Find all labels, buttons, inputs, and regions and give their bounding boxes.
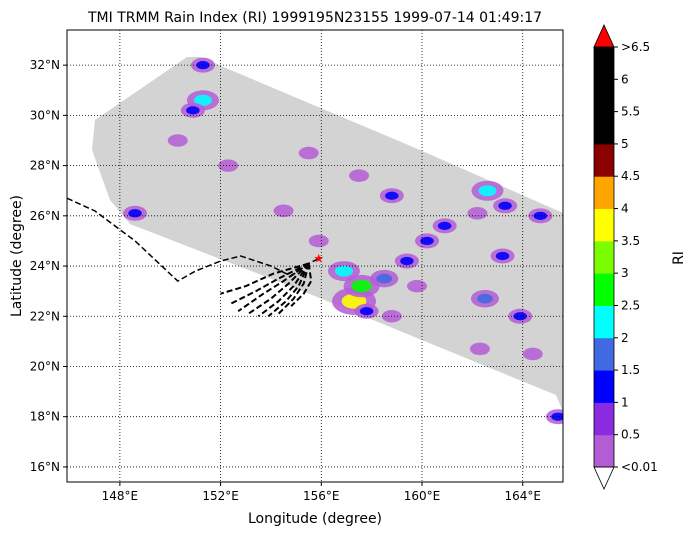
colorbar-segment [594, 111, 614, 145]
rain-cell-core [498, 201, 512, 210]
colorbar-tick-label: <0.01 [621, 460, 658, 474]
rain-cell-core [385, 191, 399, 200]
colorbar-frame [593, 46, 615, 468]
y-tick-label: 20°N [30, 359, 60, 373]
rain-cell-core [193, 94, 212, 106]
x-tick-label: 152°E [202, 489, 239, 503]
colorbar-segment [594, 402, 614, 436]
x-tick-label: 156°E [303, 489, 340, 503]
y-tick-label: 24°N [30, 259, 60, 273]
track-line [67, 197, 320, 283]
rain-cell-halo [218, 159, 239, 172]
x-axis-ticks: 148°E 152°E 156°E 160°E 164°E [102, 482, 541, 503]
colorbar-tick-label: 0.5 [621, 428, 640, 442]
colorbar-segment [594, 240, 614, 274]
rain-cells [122, 57, 563, 425]
colorbar-tick-label: >6.5 [621, 40, 650, 54]
rain-cell-halo [298, 146, 319, 160]
rain-cell-halo [167, 134, 188, 147]
storm-track [67, 197, 320, 318]
track-ensemble-line [277, 263, 310, 315]
rain-cell-halo [467, 207, 488, 220]
rain-cell-core [477, 293, 493, 304]
colorbar-extend-low [593, 466, 615, 490]
rain-cell-halo [522, 347, 543, 361]
colorbar-extend-high [593, 24, 615, 48]
colorbar-label: RI [671, 251, 687, 265]
rain-cell-core [478, 185, 497, 197]
y-tick-label: 32°N [30, 58, 60, 72]
rain-cell-core [376, 273, 393, 284]
track-ensemble-line [247, 262, 310, 315]
colorbar-segment [594, 143, 614, 177]
rain-cell-halo [308, 234, 329, 248]
colorbar-tick-label: 4 [621, 202, 629, 216]
y-tick-label: 30°N [30, 108, 60, 122]
colorbar-tick-label: 1 [621, 395, 629, 409]
colorbar-segment [594, 47, 614, 80]
rain-cell-core [533, 211, 548, 220]
colorbar: <0.01 0.5 1 1.5 2 2.5 3 3.5 4 4.5 5 5.5 6 >6.5 [593, 24, 658, 490]
track-ensemble-line [267, 263, 310, 318]
axes-frame [66, 29, 564, 483]
x-axis-label: Longitude (degree) [248, 511, 382, 527]
x-tick-label: 148°E [102, 489, 139, 503]
rain-cell-core [420, 236, 434, 246]
rain-cell-halo [349, 169, 370, 182]
rain-cell-core [334, 265, 353, 277]
map-axes: ★ 148°E 152°E 156°E 160°E 164°E 16°N 18°N 20°N… [30, 29, 564, 503]
tmi-swath [92, 57, 563, 412]
colorbar-tick-label: 5 [621, 137, 629, 151]
colorbar-tick-label: 4.5 [621, 169, 640, 183]
colorbar-tick-label: 6 [621, 72, 629, 86]
colorbar-tick-label: 2.5 [621, 298, 640, 312]
track-ensemble-line [220, 262, 309, 295]
rain-cell-core [359, 307, 374, 316]
map-grid [67, 30, 563, 482]
track-ensemble-line [290, 263, 313, 307]
y-tick-label: 16°N [30, 460, 60, 474]
y-tick-label: 18°N [30, 410, 60, 424]
rain-cell-core [351, 279, 372, 293]
rain-cell-core [495, 251, 510, 261]
colorbar-tick-label: 2 [621, 331, 629, 345]
x-tick-label: 160°E [404, 489, 441, 503]
rain-cell-core [186, 106, 200, 115]
rain-cell-core [128, 209, 142, 218]
rain-cell-halo [406, 279, 427, 293]
figure-title: TMI TRMM Rain Index (RI) 1999195N23155 1… [87, 10, 542, 26]
colorbar-segment [594, 434, 614, 468]
colorbar-tick-label: 5.5 [621, 105, 640, 119]
colorbar-segment [594, 79, 614, 113]
rain-cell-core [400, 256, 414, 266]
track-ensemble-line [230, 262, 310, 305]
rain-cell-core [551, 412, 563, 421]
storm-center-star: ★ [313, 252, 324, 266]
colorbar-tick-label: 1.5 [621, 363, 640, 377]
rain-cell-halo [273, 204, 294, 218]
colorbar-segment [594, 208, 614, 242]
y-tick-label: 26°N [30, 209, 60, 223]
colorbar-tick-label: 3.5 [621, 234, 640, 248]
y-axis-label: Latitude (degree) [9, 195, 25, 317]
y-tick-label: 22°N [30, 309, 60, 323]
colorbar-tick-label: 3 [621, 266, 629, 280]
y-axis-ticks: 16°N 18°N 20°N 22°N 24°N 26°N 28°N 30°N 32°N [30, 58, 67, 474]
colorbar-segment [594, 176, 614, 210]
colorbar-segment [594, 370, 614, 403]
rain-cell-core [437, 221, 452, 230]
x-tick-label: 164°E [504, 489, 541, 503]
colorbar-segment [594, 337, 614, 371]
y-tick-label: 28°N [30, 159, 60, 173]
rain-cell-halo [469, 342, 490, 356]
colorbar-segment [594, 305, 614, 339]
track-ensemble-line [257, 262, 310, 318]
colorbar-segment [594, 273, 614, 306]
